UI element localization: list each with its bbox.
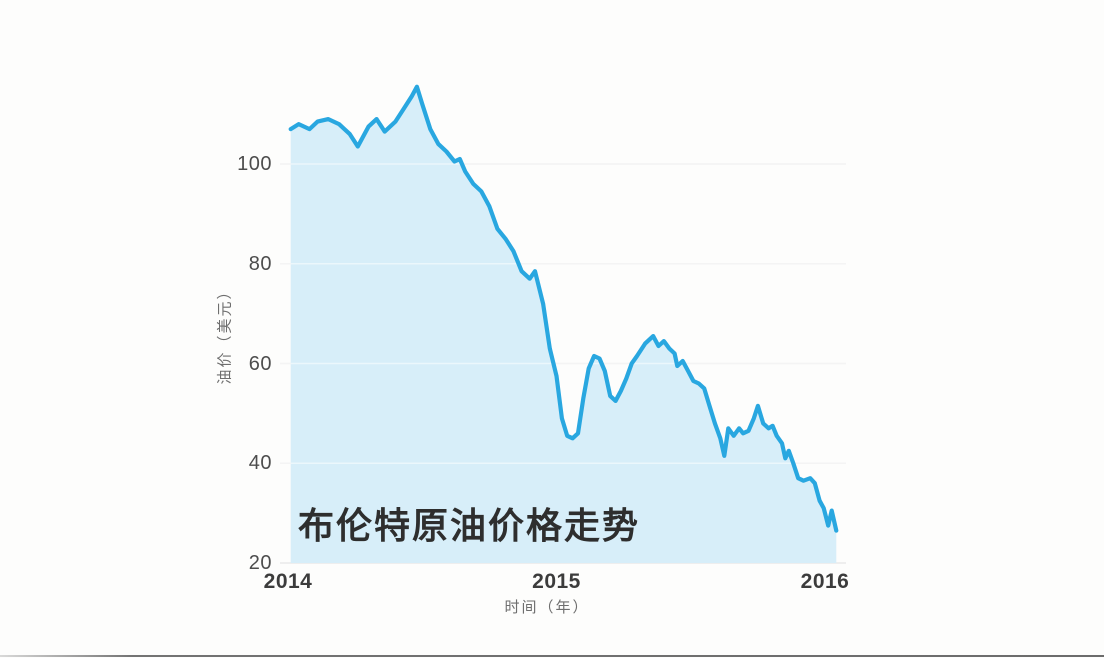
- chart-title: 布伦特原油价格走势: [298, 505, 641, 546]
- y-tick-label: 40: [248, 452, 272, 475]
- y-tick-label: 60: [248, 352, 272, 375]
- x-axis-title: 时间（年）: [504, 599, 590, 616]
- bottom-border-line: [0, 655, 1104, 657]
- y-tick-label: 20: [248, 552, 272, 574]
- y-tick-label: 100: [237, 153, 272, 175]
- y-axis-title: 油价（美元）: [216, 282, 234, 385]
- area-fill: [290, 86, 837, 563]
- gridlines-over-fill: [280, 163, 846, 464]
- y-tick-label: 80: [248, 252, 272, 275]
- x-tick-label: 2016: [800, 570, 850, 593]
- x-tick-label: 2014: [263, 570, 313, 593]
- x-tick-label: 2015: [532, 570, 581, 593]
- price-line: [288, 84, 839, 533]
